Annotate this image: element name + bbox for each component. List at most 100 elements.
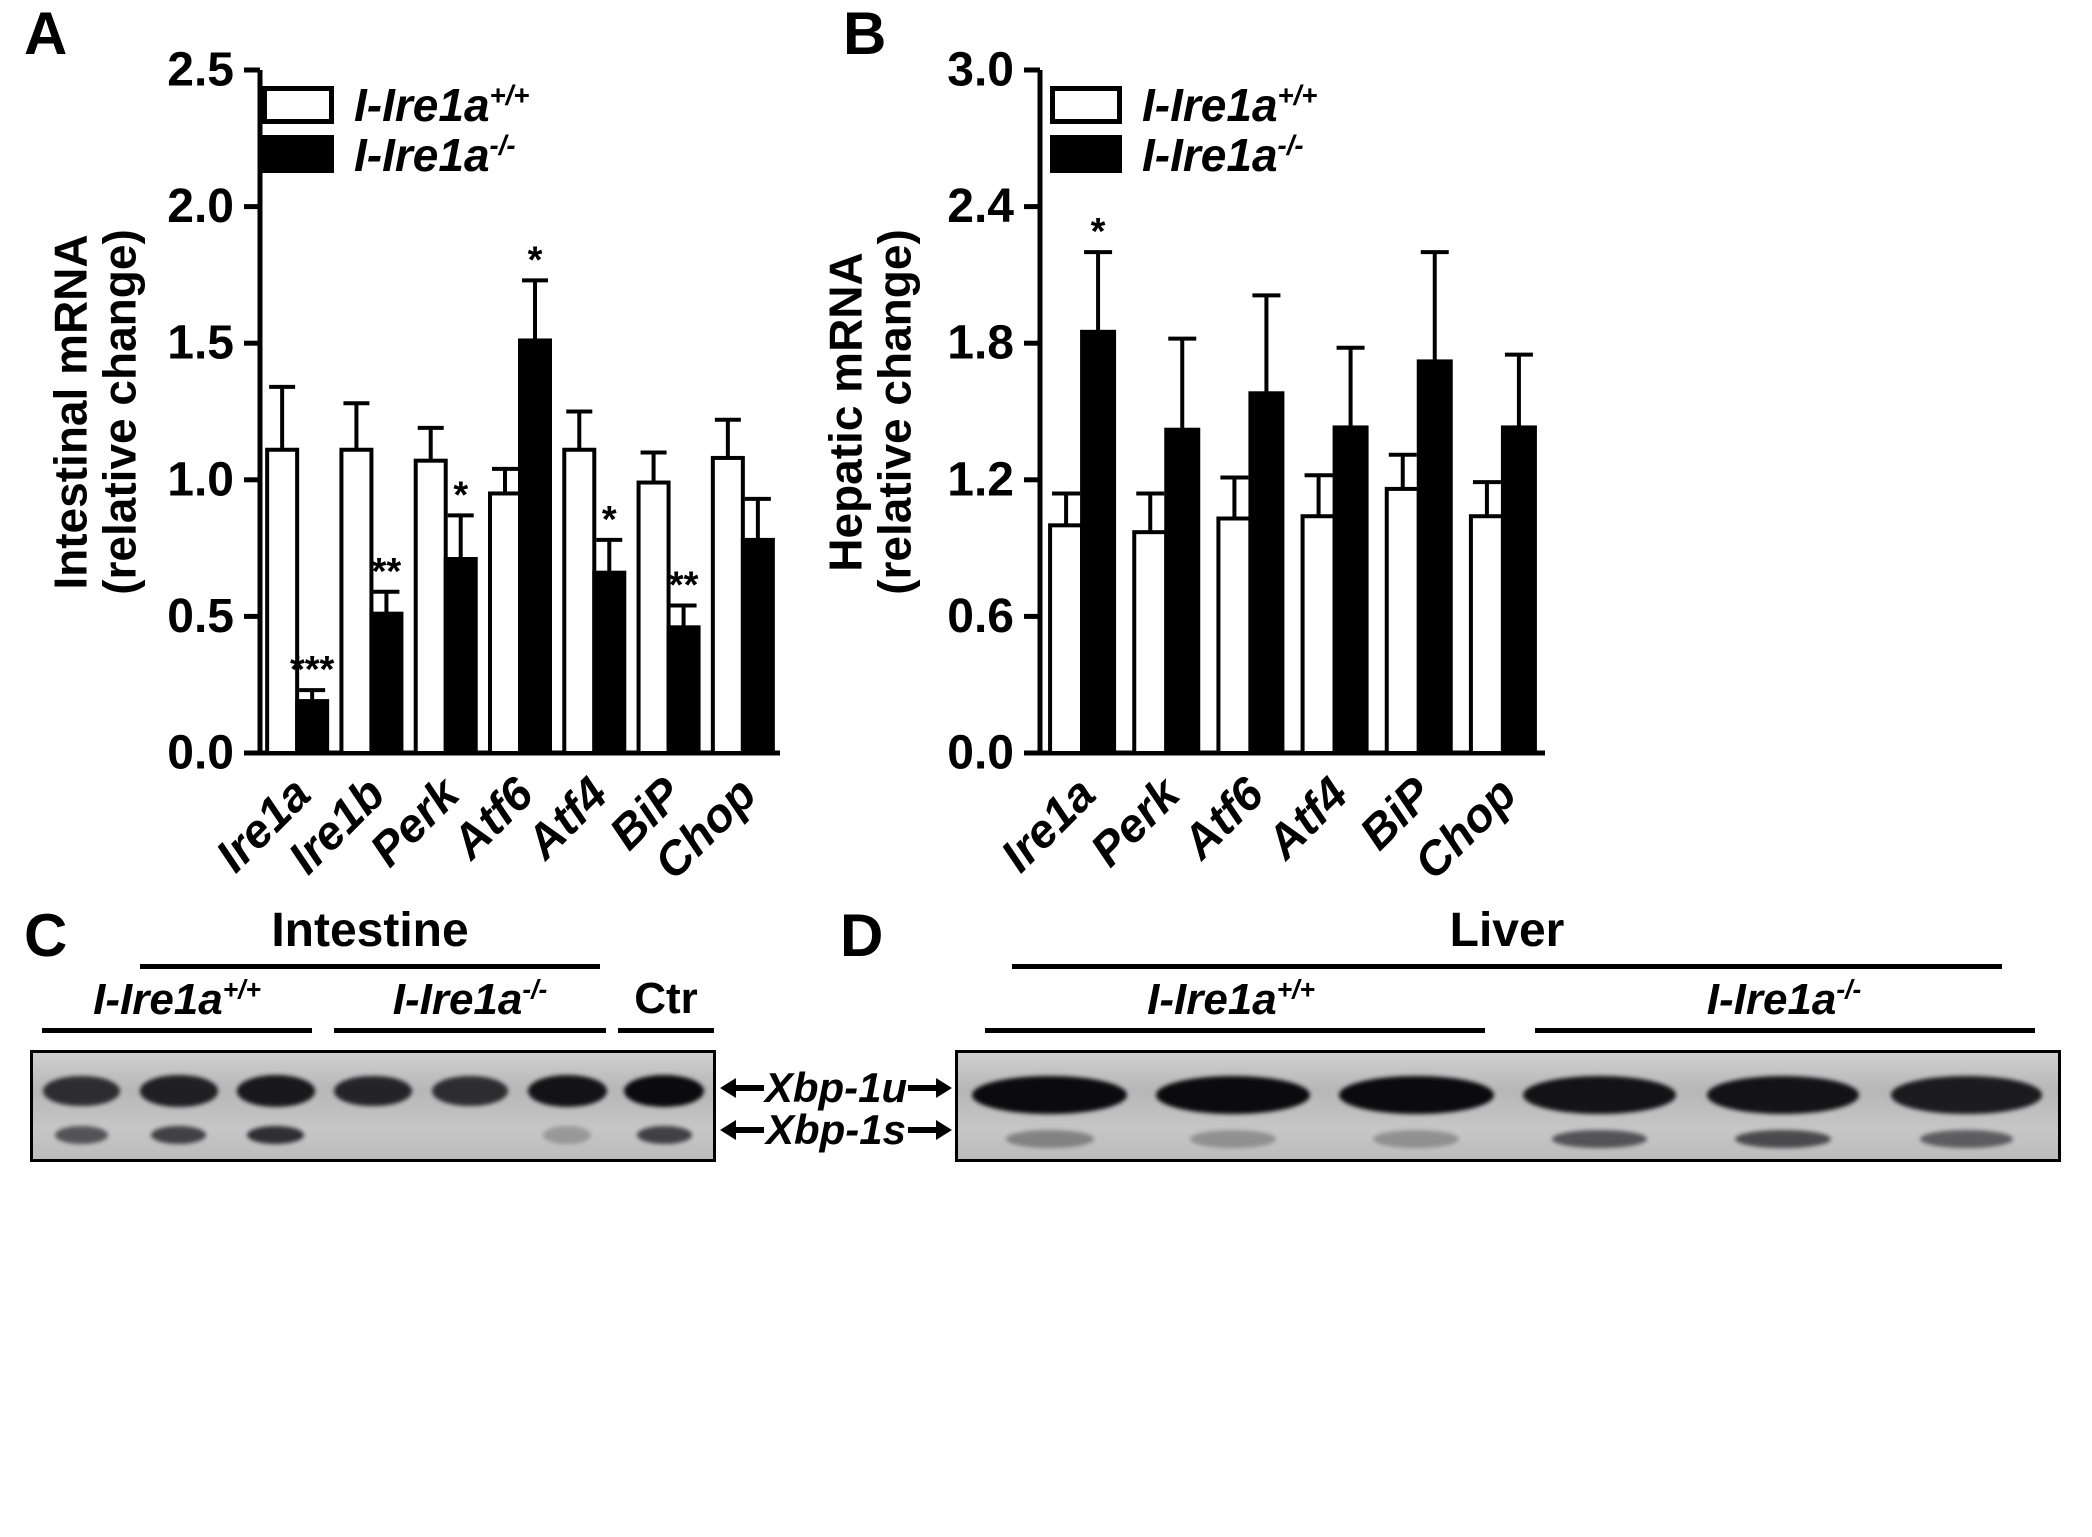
gel-band-xbp1u bbox=[1155, 1075, 1311, 1115]
lane-group-underline bbox=[618, 1028, 714, 1033]
legend-item-wildtype: I-Ire1a+/+ bbox=[262, 82, 529, 128]
lane-group-label-knockout: I-Ire1a-/- bbox=[1706, 974, 1862, 1024]
liver-overline bbox=[1012, 964, 2002, 969]
band-label-row-xbp1s: Xbp-1s bbox=[720, 1108, 952, 1152]
band-label-row-xbp1u: Xbp-1u bbox=[720, 1066, 952, 1110]
legend-swatch-knockout bbox=[262, 135, 334, 174]
gel-band-xbp1u bbox=[1890, 1076, 2042, 1114]
arrow-left-icon bbox=[720, 1078, 764, 1098]
legend-swatch-wildtype bbox=[262, 86, 334, 125]
y-tick-label: 2.4 bbox=[947, 180, 1014, 233]
arrow-right-icon bbox=[907, 1078, 952, 1098]
bar-chart-intestinal-mrna: 0.00.51.01.52.02.5***Ire1a**Ire1b*Perk*A… bbox=[167, 44, 780, 889]
lane-group-label-ctr: Ctr bbox=[634, 974, 698, 1023]
y-axis-title-line1: Intestinal mRNA bbox=[44, 234, 97, 590]
bar-wildtype bbox=[1132, 530, 1169, 755]
gel-band-xbp1u bbox=[527, 1075, 607, 1107]
bar-wildtype bbox=[1048, 523, 1085, 756]
gel-band-xbp1s bbox=[636, 1126, 693, 1144]
lane-group-underline bbox=[334, 1028, 606, 1033]
arrow-left-icon bbox=[720, 1120, 764, 1140]
bar-wildtype bbox=[265, 447, 300, 755]
gel-band-xbp1s bbox=[54, 1126, 109, 1144]
gel-band-xbp1s bbox=[1373, 1130, 1460, 1148]
gel-band-xbp1u bbox=[624, 1074, 705, 1108]
bar-wildtype bbox=[488, 491, 522, 755]
y-tick-label: 3.0 bbox=[947, 44, 1014, 97]
panel-label-c: C bbox=[24, 902, 68, 969]
gel-band-xbp1u bbox=[1523, 1075, 1677, 1115]
legend-label-knockout: I-Ire1a-/- bbox=[1142, 128, 1304, 181]
gel-band-xbp1s bbox=[247, 1126, 305, 1144]
bar-knockout bbox=[443, 557, 478, 756]
legend-chart-a: I-Ire1a+/+ I-Ire1a-/- bbox=[262, 82, 529, 178]
gel-band-xbp1u bbox=[139, 1075, 218, 1107]
category-label: Perk bbox=[1080, 765, 1192, 877]
gel-band-xbp1s bbox=[1552, 1130, 1648, 1148]
lane-group-label-wildtype: I-Ire1a+/+ bbox=[1147, 974, 1315, 1024]
legend-item-wildtype: I-Ire1a+/+ bbox=[1050, 82, 1317, 128]
bar-knockout bbox=[740, 537, 775, 755]
gel-band-xbp1u bbox=[972, 1075, 1128, 1115]
y-tick-label: 0.6 bbox=[947, 590, 1014, 643]
lane-group-underline bbox=[1535, 1028, 2035, 1033]
legend-label-wildtype: I-Ire1a+/+ bbox=[1142, 79, 1318, 132]
category-label: Atf4 bbox=[1255, 767, 1358, 870]
bar-wildtype bbox=[1216, 516, 1253, 755]
gel-band-xbp1s bbox=[151, 1126, 207, 1144]
legend-label-wildtype: I-Ire1a+/+ bbox=[354, 79, 530, 132]
band-label-xbp1u: Xbp-1u bbox=[764, 1064, 908, 1111]
gel-band-xbp1u bbox=[1706, 1075, 1860, 1115]
bar-knockout bbox=[369, 611, 404, 756]
y-axis-title-hepatic: Hepatic mRNA (relative change) bbox=[819, 92, 920, 732]
gel-blot-intestine bbox=[30, 1050, 716, 1162]
bar-knockout bbox=[295, 699, 330, 755]
legend-label-knockout: I-Ire1a-/- bbox=[354, 128, 516, 181]
arrow-right-icon bbox=[908, 1120, 952, 1140]
lane-group-underline bbox=[42, 1028, 312, 1033]
bar-knockout bbox=[1500, 425, 1537, 755]
y-tick-label: 0.0 bbox=[167, 727, 234, 780]
y-tick-label: 0.5 bbox=[167, 590, 234, 643]
panel-label-b: B bbox=[843, 0, 887, 67]
y-tick-label: 2.0 bbox=[167, 180, 234, 233]
bar-wildtype bbox=[710, 455, 745, 755]
y-tick-label: 1.2 bbox=[947, 453, 1014, 506]
bar-knockout bbox=[1416, 359, 1453, 755]
tissue-title-liver: Liver bbox=[1449, 904, 1565, 957]
bar-knockout bbox=[1164, 427, 1201, 755]
y-axis-title-intestinal: Intestinal mRNA (relative change) bbox=[44, 92, 145, 732]
gel-band-xbp1u bbox=[334, 1075, 412, 1107]
significance-label: *** bbox=[290, 649, 335, 691]
bar-wildtype bbox=[1468, 514, 1505, 755]
gel-band-xbp1u bbox=[236, 1075, 316, 1107]
gel-band-xbp1u bbox=[43, 1075, 120, 1107]
y-axis-title-line2: (relative change) bbox=[93, 229, 145, 595]
band-label-xbp1s: Xbp-1s bbox=[765, 1106, 907, 1153]
bar-wildtype bbox=[636, 480, 671, 755]
significance-label: * bbox=[1091, 211, 1106, 253]
significance-label: ** bbox=[669, 564, 699, 606]
bar-knockout bbox=[666, 625, 701, 755]
gel-band-xbp1s bbox=[543, 1126, 592, 1144]
bar-knockout bbox=[1332, 425, 1369, 755]
significance-label: * bbox=[453, 474, 468, 516]
gel-band-xbp1s bbox=[1734, 1130, 1832, 1148]
bar-wildtype bbox=[562, 447, 597, 755]
gel-blot-liver bbox=[955, 1050, 2061, 1162]
bar-chart-hepatic-mrna: 0.00.61.21.82.43.0*Ire1aPerkAtf6Atf4BiPC… bbox=[947, 44, 1545, 889]
gel-band-xbp1s bbox=[1005, 1130, 1094, 1148]
category-label: Ire1a bbox=[990, 767, 1105, 882]
bar-knockout bbox=[1248, 391, 1285, 755]
bar-knockout bbox=[1080, 329, 1117, 755]
y-axis-title-line2: (relative change) bbox=[868, 229, 920, 595]
bar-knockout bbox=[518, 338, 552, 755]
significance-label: * bbox=[528, 239, 543, 281]
gel-band-xbp1s bbox=[1919, 1130, 2014, 1148]
lane-group-label-wildtype: I-Ire1a+/+ bbox=[93, 974, 261, 1024]
legend-swatch-knockout bbox=[1050, 135, 1122, 174]
legend-chart-b: I-Ire1a+/+ I-Ire1a-/- bbox=[1050, 82, 1317, 178]
legend-item-knockout: I-Ire1a-/- bbox=[262, 128, 529, 181]
y-tick-label: 1.5 bbox=[167, 317, 234, 370]
panel-label-d: D bbox=[840, 902, 884, 969]
